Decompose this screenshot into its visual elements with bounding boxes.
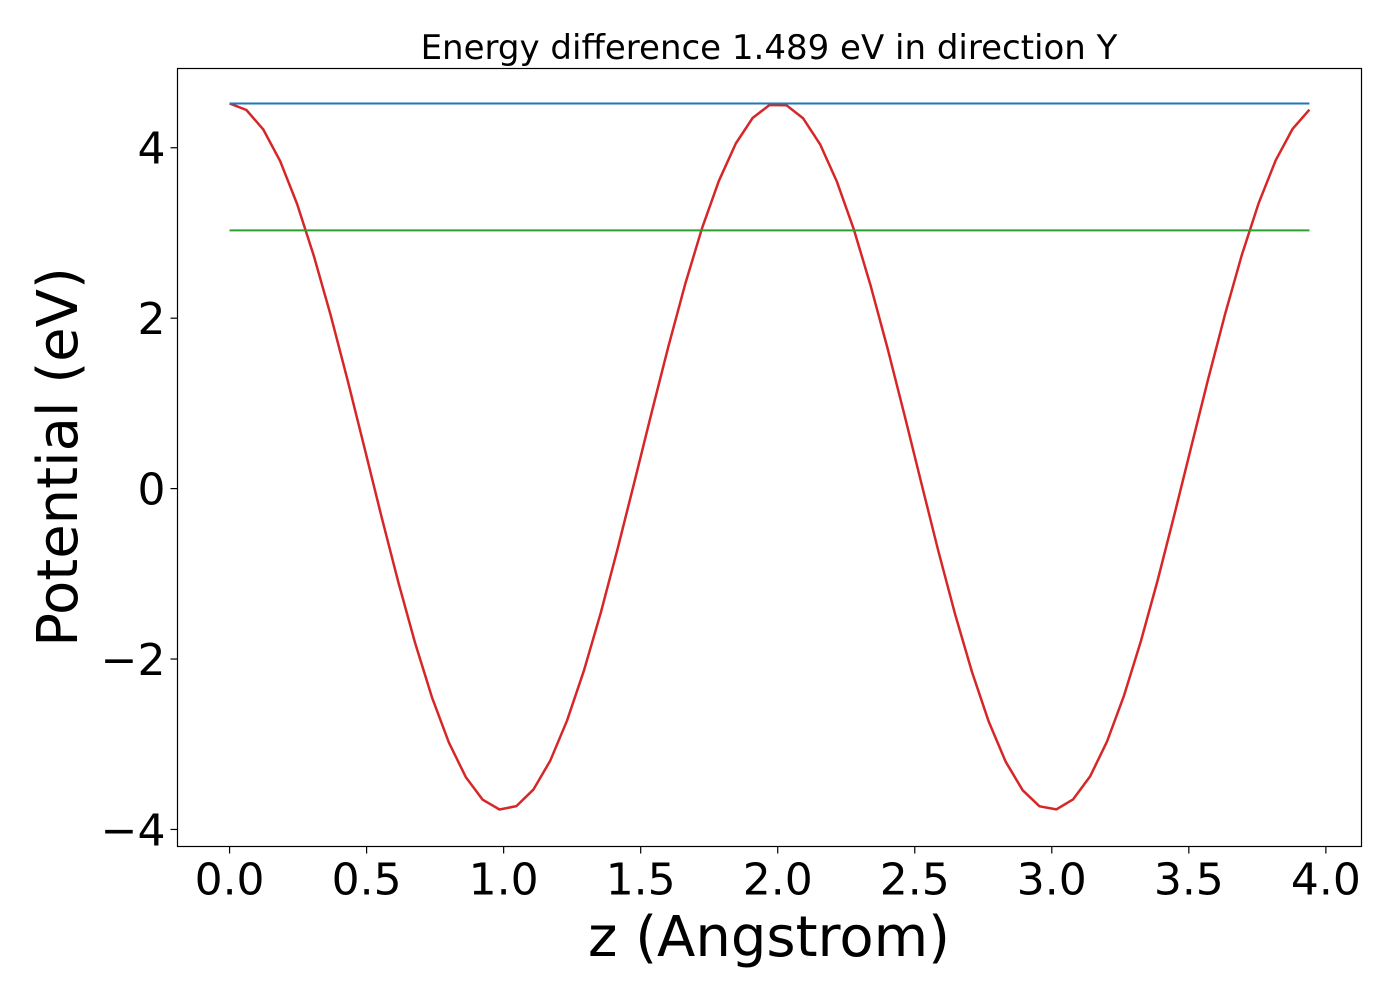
x-tick-label: 3.0 bbox=[1017, 855, 1087, 906]
y-axis-ticks: −4 −2 0 2 4 bbox=[101, 124, 178, 856]
x-tick-label: 0.0 bbox=[195, 855, 265, 906]
y-tick-label: 0 bbox=[138, 465, 166, 516]
y-tick-label: −4 bbox=[101, 805, 166, 856]
y-tick-label: −2 bbox=[101, 635, 166, 686]
y-axis-label: Potential (eV) bbox=[26, 267, 91, 647]
chart-title: Energy difference 1.489 eV in direction … bbox=[421, 28, 1118, 68]
series-curve-0 bbox=[229, 102, 1311, 811]
y-tick-label: 4 bbox=[138, 124, 166, 175]
x-tick-label: 1.5 bbox=[606, 855, 676, 906]
x-tick-label: 1.0 bbox=[469, 855, 539, 906]
x-tick-label: 2.5 bbox=[880, 855, 950, 906]
x-axis-label: z (Angstrom) bbox=[588, 905, 950, 970]
series-layer bbox=[229, 102, 1311, 811]
x-axis-ticks: 0.0 0.5 1.0 1.5 2.0 2.5 3.0 3.5 4.0 bbox=[195, 846, 1361, 906]
x-tick-label: 4.0 bbox=[1291, 855, 1361, 906]
x-tick-label: 0.5 bbox=[332, 855, 402, 906]
x-tick-label: 2.0 bbox=[743, 855, 813, 906]
y-tick-label: 2 bbox=[138, 294, 166, 345]
x-tick-label: 3.5 bbox=[1154, 855, 1224, 906]
plot-frame bbox=[176, 67, 1363, 848]
